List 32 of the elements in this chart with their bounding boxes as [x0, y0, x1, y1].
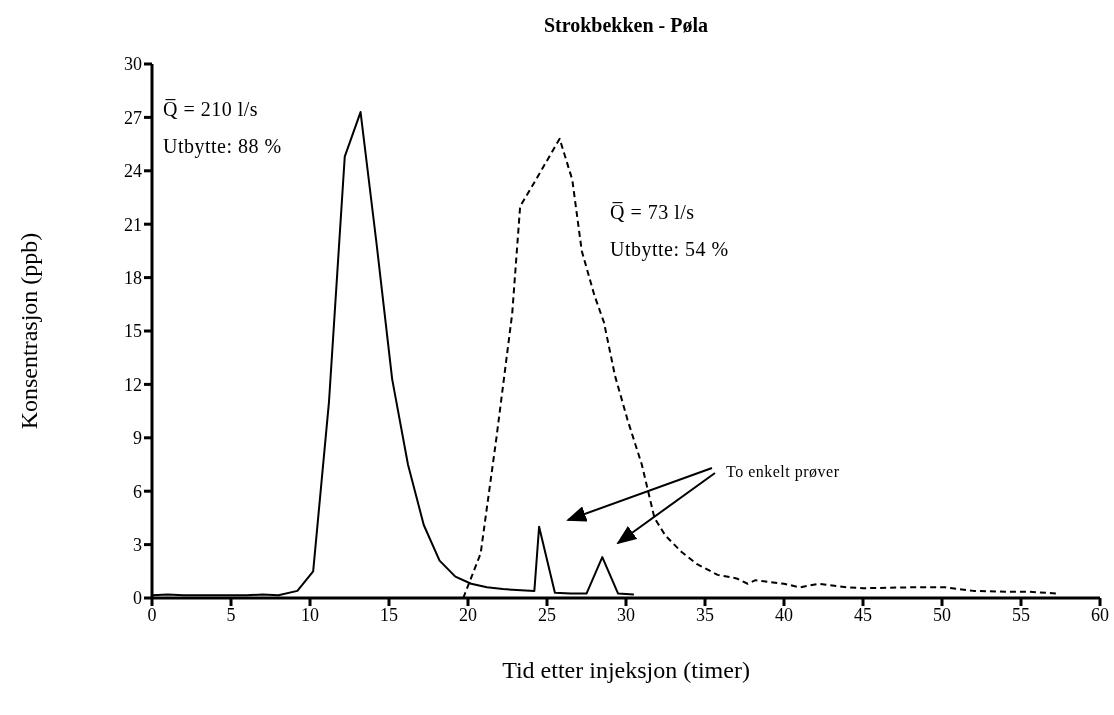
- y-tick-label: 27: [124, 107, 142, 128]
- chart-title: Strokbekken - Pøla: [542, 14, 710, 37]
- x-tick-label: 35: [696, 604, 714, 625]
- annotation: To enkelt prøver: [726, 463, 840, 481]
- x-tick-label: 10: [301, 604, 319, 625]
- x-axis-title: Tid etter injeksjon (timer): [502, 657, 750, 683]
- y-tick-label: 30: [124, 54, 142, 75]
- y-tick-label: 18: [124, 267, 142, 288]
- annotation: Utbytte: 54 %: [610, 238, 729, 261]
- y-tick-label: 24: [124, 161, 142, 182]
- x-tick-label: 0: [147, 604, 157, 625]
- y-tick-label: 0: [133, 588, 142, 609]
- y-tick-label: 6: [133, 481, 142, 502]
- y-tick-label: 12: [124, 374, 142, 395]
- x-tick-label: 5: [226, 604, 236, 625]
- x-tick-label: 20: [459, 604, 477, 625]
- y-tick-label: 3: [133, 534, 142, 555]
- annotation: Q̅ = 73 l/s: [610, 201, 695, 224]
- x-tick-label: 15: [380, 604, 398, 625]
- x-tick-label: 55: [1012, 604, 1030, 625]
- x-tick-label: 25: [538, 604, 556, 625]
- annotation: Q̅ = 210 l/s: [163, 98, 259, 121]
- x-tick-label: 45: [854, 604, 872, 625]
- x-tick-label: 50: [933, 604, 951, 625]
- x-tick-label: 30: [617, 604, 635, 625]
- y-tick-label: 15: [124, 321, 142, 342]
- x-tick-label: 60: [1091, 604, 1109, 625]
- y-tick-label: 21: [124, 214, 142, 235]
- y-axis-title: Konsentrasjon (ppb): [15, 232, 42, 430]
- annotation: Utbytte: 88 %: [163, 135, 282, 158]
- x-tick-label: 40: [775, 604, 793, 625]
- y-tick-label: 9: [133, 428, 142, 449]
